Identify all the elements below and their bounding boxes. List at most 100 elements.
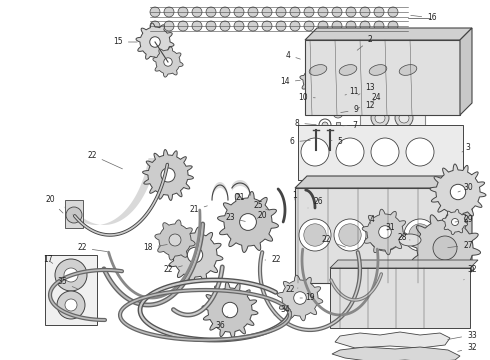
Text: 29: 29 — [455, 216, 473, 225]
Circle shape — [262, 7, 272, 17]
Text: 22: 22 — [321, 235, 345, 247]
Polygon shape — [277, 275, 323, 321]
Text: 20: 20 — [45, 195, 63, 213]
Circle shape — [339, 224, 361, 246]
Circle shape — [334, 219, 366, 251]
Circle shape — [192, 7, 202, 17]
Text: 22: 22 — [265, 256, 281, 265]
Polygon shape — [305, 28, 472, 40]
Circle shape — [374, 7, 384, 17]
Text: 33: 33 — [448, 330, 477, 339]
Bar — [298, 125, 463, 180]
Circle shape — [164, 21, 174, 31]
Circle shape — [318, 7, 328, 17]
Circle shape — [234, 7, 244, 17]
Circle shape — [360, 21, 370, 31]
Polygon shape — [362, 209, 408, 255]
Text: 13: 13 — [358, 84, 375, 95]
Circle shape — [150, 37, 160, 47]
Circle shape — [276, 21, 286, 31]
Circle shape — [64, 268, 78, 282]
Circle shape — [318, 21, 328, 31]
Circle shape — [399, 113, 409, 123]
Circle shape — [248, 21, 258, 31]
Text: 31: 31 — [385, 224, 395, 233]
Circle shape — [371, 139, 389, 157]
Circle shape — [178, 7, 188, 17]
Circle shape — [379, 226, 392, 238]
Text: 24: 24 — [371, 94, 381, 103]
Circle shape — [262, 21, 272, 31]
Circle shape — [290, 21, 300, 31]
Polygon shape — [202, 282, 258, 338]
Text: 22: 22 — [87, 150, 122, 169]
Circle shape — [276, 7, 286, 17]
Text: 25: 25 — [253, 202, 268, 211]
Ellipse shape — [339, 65, 357, 75]
Polygon shape — [136, 23, 174, 61]
Ellipse shape — [309, 65, 327, 75]
Polygon shape — [442, 210, 467, 235]
Polygon shape — [335, 332, 450, 348]
Circle shape — [304, 21, 314, 31]
Circle shape — [344, 91, 352, 99]
Text: 14: 14 — [280, 77, 300, 86]
Circle shape — [220, 21, 230, 31]
Circle shape — [164, 58, 172, 66]
Circle shape — [320, 93, 330, 103]
Text: 15: 15 — [113, 37, 137, 46]
Text: 32: 32 — [458, 343, 477, 352]
Text: 22: 22 — [77, 243, 107, 252]
Text: 22: 22 — [163, 266, 182, 274]
Circle shape — [371, 109, 389, 127]
Circle shape — [169, 234, 181, 246]
Circle shape — [395, 139, 413, 157]
Polygon shape — [330, 260, 478, 268]
Circle shape — [240, 213, 256, 230]
Circle shape — [55, 259, 87, 291]
Text: 28: 28 — [397, 234, 410, 243]
Circle shape — [206, 21, 216, 31]
Circle shape — [346, 21, 356, 31]
Text: 32: 32 — [464, 266, 477, 280]
Circle shape — [319, 119, 331, 131]
Text: 12: 12 — [358, 100, 375, 109]
Circle shape — [450, 184, 465, 200]
Circle shape — [294, 292, 306, 304]
Circle shape — [161, 168, 175, 182]
Text: 5: 5 — [331, 138, 343, 147]
Circle shape — [311, 76, 319, 84]
Text: 18: 18 — [143, 243, 167, 252]
Polygon shape — [155, 220, 195, 260]
Text: 9: 9 — [341, 105, 359, 114]
Circle shape — [336, 138, 364, 166]
Circle shape — [399, 143, 409, 153]
Polygon shape — [167, 227, 223, 283]
Circle shape — [66, 207, 82, 223]
Text: 27: 27 — [448, 240, 473, 249]
Circle shape — [350, 103, 360, 113]
Text: 21: 21 — [189, 206, 207, 215]
Text: 34: 34 — [274, 306, 290, 315]
Circle shape — [451, 219, 459, 225]
Circle shape — [360, 7, 370, 17]
Bar — [336, 122, 340, 130]
Circle shape — [57, 291, 85, 319]
Circle shape — [406, 138, 434, 166]
Circle shape — [374, 21, 384, 31]
Circle shape — [388, 21, 398, 31]
Circle shape — [375, 143, 385, 153]
Circle shape — [371, 138, 399, 166]
Text: 3: 3 — [462, 144, 470, 153]
Text: 23: 23 — [225, 213, 245, 222]
Circle shape — [234, 21, 244, 31]
Circle shape — [304, 224, 326, 246]
Polygon shape — [143, 149, 194, 201]
Text: 2: 2 — [357, 36, 372, 50]
Bar — [360, 100, 425, 170]
Polygon shape — [460, 28, 472, 115]
Circle shape — [290, 7, 300, 17]
Text: 6: 6 — [290, 138, 310, 147]
Text: 26: 26 — [308, 198, 323, 208]
Bar — [65, 200, 83, 228]
